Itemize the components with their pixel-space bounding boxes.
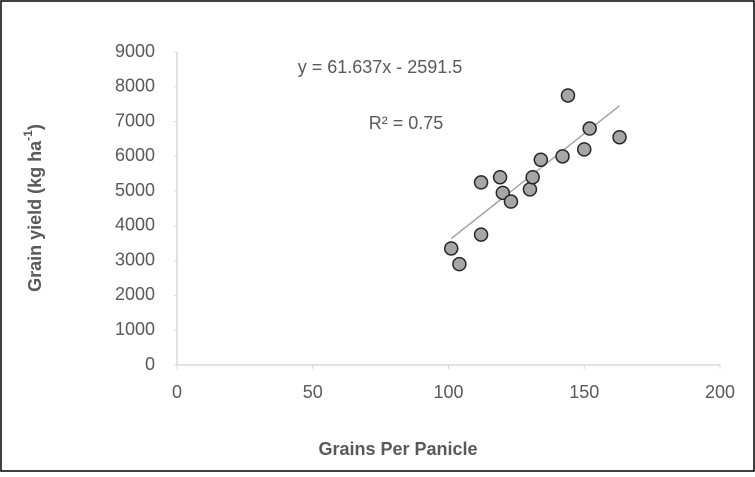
y-tick-label: 2000 bbox=[115, 284, 155, 304]
point bbox=[443, 241, 459, 256]
x-tick-label: 50 bbox=[303, 382, 323, 402]
y-axis-title: Grain yield (kg ha-1) bbox=[21, 124, 45, 292]
point bbox=[555, 149, 570, 164]
y-axis-title-main: Grain yield (kg ha bbox=[25, 140, 45, 292]
y-tick-label: 8000 bbox=[115, 76, 155, 96]
point bbox=[452, 256, 467, 272]
y-tick-label: 1000 bbox=[115, 319, 155, 339]
y-tick-label: 0 bbox=[145, 354, 155, 374]
r-squared: R² = 0.75 bbox=[369, 113, 444, 133]
y-axis-title-end: ) bbox=[25, 124, 45, 130]
point bbox=[492, 169, 508, 185]
point bbox=[533, 152, 549, 168]
point bbox=[473, 175, 489, 190]
x-axis-title: Grains Per Panicle bbox=[318, 439, 477, 459]
point bbox=[582, 121, 597, 136]
y-tick-label: 4000 bbox=[115, 215, 155, 235]
point bbox=[612, 129, 627, 145]
y-tick-label: 5000 bbox=[115, 180, 155, 200]
y-tick-label: 3000 bbox=[115, 249, 155, 269]
equation: y = 61.637x - 2591.5 bbox=[298, 57, 463, 77]
y-tick-label: 7000 bbox=[115, 110, 155, 130]
point bbox=[525, 169, 540, 185]
point bbox=[577, 142, 592, 157]
y-axis-title-sup: -1 bbox=[21, 130, 35, 141]
x-tick-label: 0 bbox=[172, 382, 182, 402]
point bbox=[495, 185, 511, 201]
point bbox=[522, 182, 538, 197]
x-tick-label: 100 bbox=[433, 382, 463, 402]
y-tick-label: 6000 bbox=[115, 145, 155, 165]
x-tick-label: 200 bbox=[705, 382, 735, 402]
y-tick-label: 9000 bbox=[115, 41, 155, 61]
point bbox=[560, 88, 576, 103]
x-tick-label: 150 bbox=[569, 382, 599, 402]
point bbox=[503, 194, 519, 209]
point bbox=[473, 227, 489, 242]
